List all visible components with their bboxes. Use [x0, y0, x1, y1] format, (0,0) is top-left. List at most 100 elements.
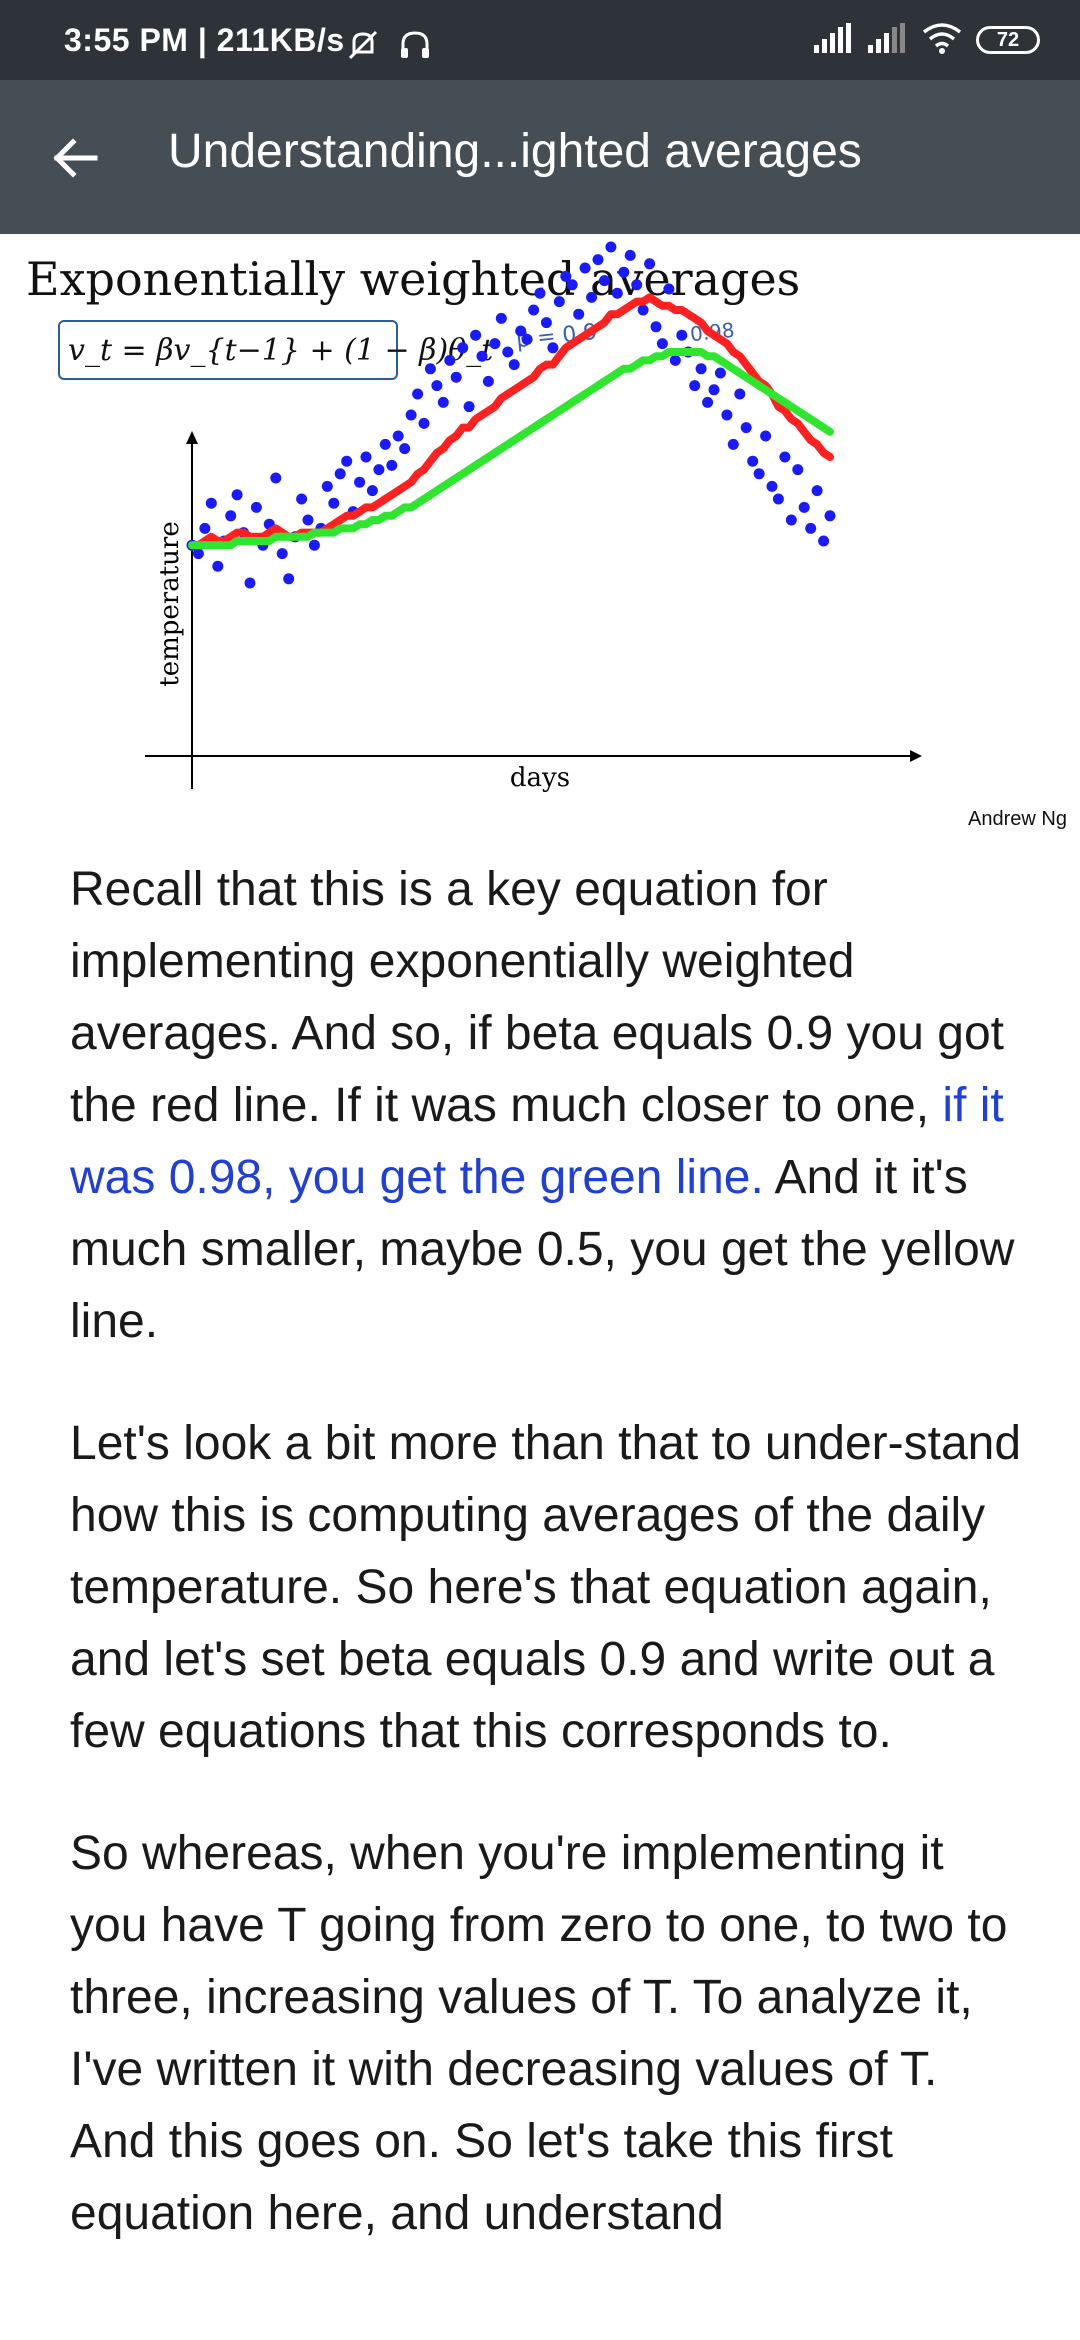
data-point [502, 346, 514, 358]
data-point [747, 455, 759, 467]
paragraph-2: Let's look a bit more than that to under… [70, 1417, 1022, 1758]
signal-icon [814, 22, 854, 58]
data-point [644, 258, 656, 270]
series-line-red [188, 293, 834, 550]
data-point [611, 287, 623, 299]
data-point [470, 329, 482, 341]
signal-icon [868, 22, 908, 58]
data-point [244, 577, 256, 589]
slide-credit: Andrew Ng [968, 808, 1067, 830]
data-point [553, 296, 565, 308]
paragraph-3: So whereas, when you're implementing it … [70, 1827, 1008, 2240]
data-point [341, 455, 353, 467]
data-point [366, 485, 378, 497]
data-point [392, 430, 404, 442]
data-point [573, 308, 585, 320]
data-point [399, 443, 411, 455]
data-point [482, 375, 494, 387]
data-point [592, 254, 604, 266]
data-point [734, 388, 746, 400]
data-point [547, 342, 559, 354]
data-point [618, 266, 630, 278]
temperature-chart: days temperature [145, 241, 922, 793]
data-point [798, 501, 810, 513]
data-point [663, 283, 675, 295]
data-point [669, 354, 681, 366]
data-point [431, 380, 443, 392]
data-point [457, 342, 469, 354]
data-point [598, 275, 610, 287]
transcript-article: Recall that this is a key equation for i… [70, 854, 1030, 2300]
p1-text-start: Recall that this is a key equation for i… [70, 863, 1004, 1132]
data-point [231, 489, 243, 501]
data-point [714, 367, 726, 379]
lecture-slide: Exponentially weighted averages v_t = βv… [0, 234, 1080, 844]
data-point [721, 409, 733, 421]
data-point [515, 325, 527, 337]
data-point [276, 548, 288, 560]
data-point [308, 539, 320, 551]
app-bar: Understanding...ighted averages [0, 80, 1080, 234]
data-point [444, 354, 456, 366]
data-point [560, 270, 572, 282]
data-point [386, 459, 398, 471]
slide-heading: Exponentially weighted averages [26, 252, 801, 306]
data-point [650, 321, 662, 333]
data-point [805, 522, 817, 534]
back-button[interactable] [44, 127, 106, 189]
data-point [605, 241, 617, 253]
page-title: Understanding...ighted averages [168, 125, 862, 178]
p1-highlight[interactable]: if it was 0.98, you get the green line. [70, 1079, 1004, 1204]
data-point [424, 363, 436, 375]
data-point [302, 514, 314, 526]
data-point [760, 430, 772, 442]
data-point [521, 333, 533, 345]
data-point [656, 338, 668, 350]
status-bar: 3:55 PM | 211KB/s 72 [0, 0, 1080, 80]
data-point [566, 279, 578, 291]
data-point [495, 312, 507, 324]
data-point [250, 501, 262, 513]
data-point [321, 480, 333, 492]
data-point [766, 480, 778, 492]
data-point [508, 359, 520, 371]
data-point [528, 304, 540, 316]
data-point [740, 422, 752, 434]
data-point [192, 548, 204, 560]
data-point [225, 510, 237, 522]
data-point [708, 384, 720, 396]
data-point [753, 468, 765, 480]
series-line-green [188, 348, 834, 550]
headset-icon [398, 28, 432, 67]
data-point [270, 472, 282, 484]
data-point [476, 350, 488, 362]
data-point [199, 522, 211, 534]
data-point [792, 464, 804, 476]
data-point [624, 249, 636, 261]
status-time: 3:55 PM | 211KB/s [64, 22, 345, 58]
data-point [695, 363, 707, 375]
data-point [283, 573, 295, 585]
data-point [676, 329, 688, 341]
data-point [412, 388, 424, 400]
data-point [360, 451, 372, 463]
y-axis-label: temperature [155, 521, 185, 686]
data-point [212, 560, 224, 572]
data-point [205, 497, 217, 509]
p1-text-end: And it it's much smaller, maybe 0.5, you… [70, 1151, 1015, 1348]
data-point [354, 476, 366, 488]
x-axis-label: days [510, 763, 570, 793]
battery-icon: 72 [976, 26, 1040, 54]
data-point [811, 485, 823, 497]
data-point [540, 317, 552, 329]
data-point [328, 497, 340, 509]
data-point [418, 417, 430, 429]
data-point [405, 409, 417, 421]
data-point [702, 396, 714, 408]
data-point [579, 262, 591, 274]
data-point [373, 464, 385, 476]
arrow-back-icon [53, 138, 98, 178]
y-axis-arrow [186, 431, 198, 444]
data-point [637, 304, 649, 316]
data-point [727, 438, 739, 450]
